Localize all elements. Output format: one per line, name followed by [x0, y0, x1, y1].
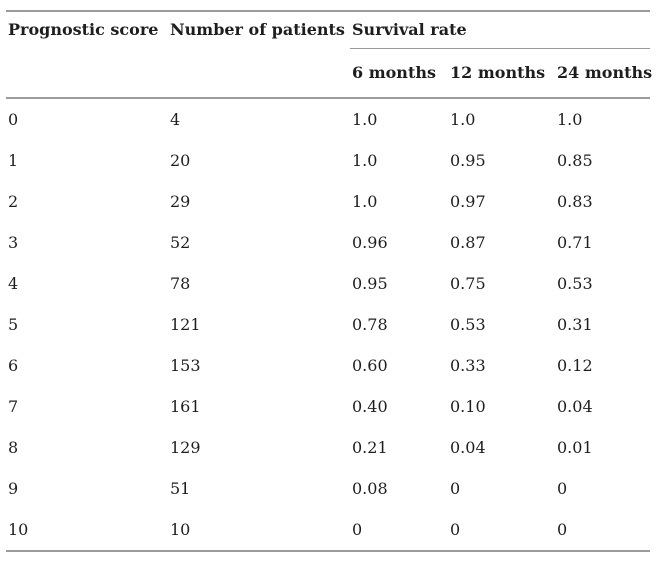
table-row: 1 20 1.0 0.95 0.85: [6, 140, 650, 181]
patients-count-cell: 51: [170, 478, 191, 498]
prognostic-score-cell: 2: [8, 191, 19, 211]
table-row: 5 121 0.78 0.53 0.31: [6, 304, 650, 345]
survival-24-months-cell: 1.0: [557, 109, 583, 129]
survival-24-months-cell: 0.85: [557, 150, 593, 170]
table-row: 4 78 0.95 0.75 0.53: [6, 263, 650, 304]
table-body: 0 4 1.0 1.0 1.0 1 20 1.0 0.95 0.85 2 29 …: [6, 98, 650, 551]
survival-12-months-cell: 0.95: [450, 150, 486, 170]
table-row: 6 153 0.60 0.33 0.12: [6, 345, 650, 386]
survival-12-months-cell: 0: [450, 478, 461, 498]
patients-count-cell: 10: [170, 519, 191, 539]
prognostic-score-cell: 6: [8, 355, 19, 375]
survival-12-months-cell: 0.97: [450, 191, 486, 211]
survival-12-months-cell: 0.53: [450, 314, 486, 334]
table-row: 0 4 1.0 1.0 1.0: [6, 98, 650, 140]
column-header-6-months: 6 months: [350, 48, 448, 99]
survival-6-months-cell: 0: [352, 519, 363, 539]
column-header-12-months: 12 months: [448, 48, 555, 99]
table-row: 8 129 0.21 0.04 0.01: [6, 427, 650, 468]
survival-24-months-cell: 0: [557, 519, 568, 539]
survival-12-months-cell: 1.0: [450, 109, 476, 129]
survival-12-months-cell: 0.04: [450, 437, 486, 457]
table-row: 9 51 0.08 0 0: [6, 468, 650, 509]
header-row-months: 6 months 12 months 24 months: [6, 48, 652, 99]
prognostic-score-cell: 8: [8, 437, 19, 457]
patients-count-cell: 78: [170, 273, 191, 293]
patients-count-cell: 29: [170, 191, 191, 211]
header-row-main: Prognostic score Number of patients Surv…: [6, 11, 650, 99]
survival-12-months-cell: 0: [450, 519, 461, 539]
survival-6-months-cell: 0.08: [352, 478, 388, 498]
table-row: 7 161 0.40 0.10 0.04: [6, 386, 650, 427]
patients-count-cell: 4: [170, 109, 181, 129]
survival-12-months-cell: 0.10: [450, 396, 486, 416]
survival-6-months-cell: 1.0: [352, 150, 378, 170]
survival-24-months-cell: 0.31: [557, 314, 593, 334]
table-header: Prognostic score Number of patients Surv…: [6, 11, 652, 99]
survival-24-months-cell: 0.71: [557, 232, 593, 252]
prognostic-score-cell: 7: [8, 396, 19, 416]
survival-6-months-cell: 0.78: [352, 314, 388, 334]
survival-24-months-cell: 0.53: [557, 273, 593, 293]
survival-6-months-cell: 0.60: [352, 355, 388, 375]
column-header-number-of-patients: Number of patients: [168, 11, 350, 99]
patients-count-cell: 153: [170, 355, 201, 375]
patients-count-cell: 121: [170, 314, 201, 334]
prognostic-score-cell: 4: [8, 273, 19, 293]
patients-count-cell: 161: [170, 396, 201, 416]
survival-6-months-cell: 1.0: [352, 109, 378, 129]
survival-6-months-cell: 0.95: [352, 273, 388, 293]
prognostic-score-cell: 0: [8, 109, 19, 129]
prognostic-score-cell: 3: [8, 232, 19, 252]
table-row: 10 10 0 0 0: [6, 509, 650, 551]
survival-6-months-cell: 0.96: [352, 232, 388, 252]
survival-12-months-cell: 0.87: [450, 232, 486, 252]
survival-table-container: Prognostic score Number of patients Surv…: [6, 10, 652, 552]
column-header-prognostic-score: Prognostic score: [6, 11, 168, 99]
survival-6-months-cell: 1.0: [352, 191, 378, 211]
survival-24-months-cell: 0.83: [557, 191, 593, 211]
prognostic-score-cell: 9: [8, 478, 19, 498]
prognostic-score-cell: 10: [8, 519, 29, 539]
survival-24-months-cell: 0.12: [557, 355, 593, 375]
prognostic-score-cell: 1: [8, 150, 19, 170]
survival-6-months-cell: 0.40: [352, 396, 388, 416]
survival-6-months-cell: 0.21: [352, 437, 388, 457]
survival-12-months-cell: 0.33: [450, 355, 486, 375]
column-header-24-months: 24 months: [555, 48, 652, 99]
column-group-header-survival-rate: Survival rate: [350, 11, 650, 49]
survival-12-months-cell: 0.75: [450, 273, 486, 293]
patients-count-cell: 20: [170, 150, 191, 170]
patients-count-cell: 129: [170, 437, 201, 457]
survival-24-months-cell: 0.04: [557, 396, 593, 416]
survival-rate-table: Prognostic score Number of patients Surv…: [6, 10, 652, 552]
prognostic-score-cell: 5: [8, 314, 19, 334]
table-row: 2 29 1.0 0.97 0.83: [6, 181, 650, 222]
survival-24-months-cell: 0: [557, 478, 568, 498]
patients-count-cell: 52: [170, 232, 191, 252]
survival-24-months-cell: 0.01: [557, 437, 593, 457]
table-row: 3 52 0.96 0.87 0.71: [6, 222, 650, 263]
